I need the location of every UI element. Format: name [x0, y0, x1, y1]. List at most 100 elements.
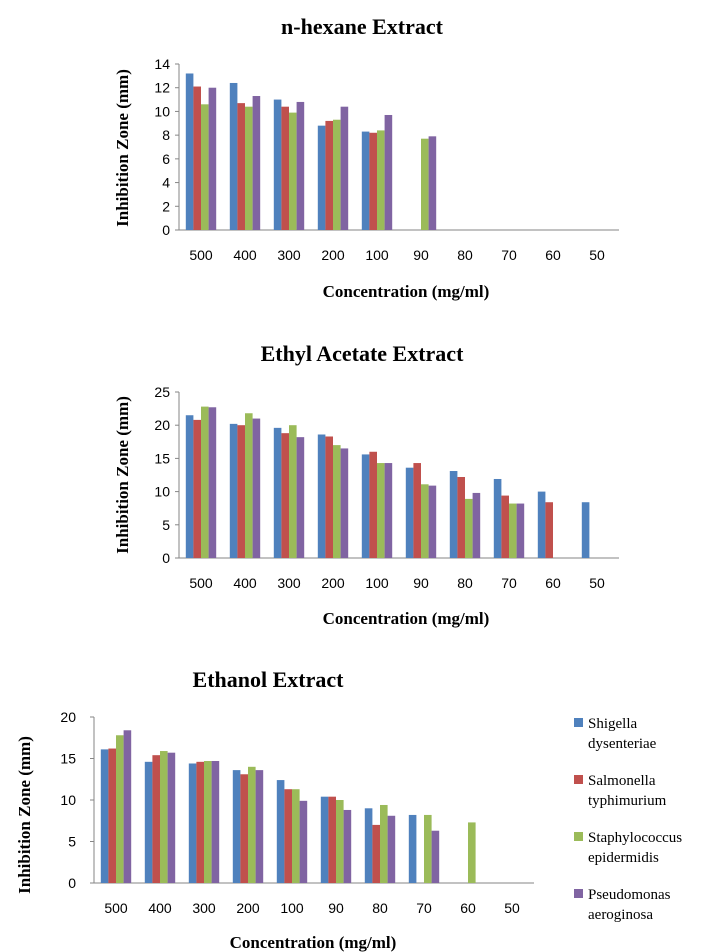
x-tick-label: 200: [321, 575, 345, 591]
x-tick-label: 500: [104, 900, 128, 916]
bar: [405, 467, 414, 558]
y-tick-label: 12: [154, 80, 170, 96]
bar: [377, 130, 385, 230]
bar: [340, 448, 349, 558]
bar: [431, 830, 440, 883]
bar: [116, 735, 124, 883]
bar: [384, 463, 393, 558]
bar: [289, 425, 297, 558]
y-axis-label: Inhibition Zone (mm): [113, 69, 132, 227]
x-tick-label: 300: [192, 900, 216, 916]
legend-swatch: [574, 832, 583, 841]
bar: [343, 809, 352, 883]
x-tick-label: 100: [365, 575, 389, 591]
x-tick-label: 70: [416, 900, 432, 916]
bar: [421, 484, 429, 558]
chart-title: Ethyl Acetate Extract: [261, 341, 464, 366]
y-tick-label: 20: [60, 709, 76, 725]
y-tick-label: 20: [154, 417, 170, 433]
chart-ethyl-acetate: Ethyl Acetate Extract Inhibition Zone (m…: [113, 341, 619, 628]
bar: [229, 82, 238, 230]
bar: [361, 454, 370, 558]
bar: [299, 800, 308, 883]
chart-title: Ethanol Extract: [193, 667, 345, 692]
bar: [100, 749, 109, 883]
bar: [276, 780, 285, 883]
bar: [237, 103, 245, 230]
bar: [336, 800, 344, 883]
chart-ethanol: Ethanol Extract Inhibition Zone (mm) Con…: [15, 667, 534, 952]
x-tick-label: 70: [501, 575, 517, 591]
legend-swatch: [574, 718, 583, 727]
bar: [292, 789, 300, 883]
y-tick-label: 5: [162, 517, 170, 533]
y-tick-label: 10: [154, 103, 170, 119]
x-tick-label: 300: [277, 575, 301, 591]
bar: [240, 774, 248, 883]
legend-label: Salmonella: [588, 773, 656, 789]
y-tick-label: 4: [162, 175, 170, 191]
bar: [273, 99, 282, 230]
bar: [581, 502, 590, 558]
legend-swatch: [574, 775, 583, 784]
bar: [428, 485, 437, 558]
bar: [328, 796, 336, 883]
bar: [380, 804, 388, 883]
y-tick-label: 0: [68, 875, 76, 891]
bar: [516, 503, 525, 558]
y-tick-label: 10: [60, 792, 76, 808]
x-tick-label: 90: [328, 900, 344, 916]
bar: [273, 427, 282, 558]
legend-label: aeroginosa: [588, 907, 653, 923]
x-tick-label: 60: [545, 575, 561, 591]
x-tick-label: 400: [148, 900, 172, 916]
y-tick-label: 6: [162, 151, 170, 167]
bar: [333, 119, 341, 230]
bar: [325, 436, 333, 558]
x-tick-label: 80: [457, 575, 473, 591]
legend-label: epidermidis: [588, 850, 659, 866]
bar: [245, 106, 253, 230]
bar: [545, 502, 553, 558]
x-tick-label: 400: [233, 575, 257, 591]
legend-label: Shigella: [588, 716, 638, 732]
x-tick-label: 500: [189, 575, 213, 591]
bar: [144, 761, 153, 883]
bar: [255, 770, 264, 883]
legend-label: Pseudomonas: [588, 887, 671, 903]
bar: [296, 101, 305, 230]
bar: [108, 748, 116, 883]
y-tick-label: 8: [162, 127, 170, 143]
bar: [208, 87, 217, 230]
legend-swatch: [574, 889, 583, 898]
bar: [364, 808, 373, 883]
bar: [281, 106, 289, 230]
bar: [413, 463, 421, 558]
bar: [152, 755, 160, 883]
x-tick-label: 80: [372, 900, 388, 916]
x-tick-label: 200: [236, 900, 260, 916]
bar: [193, 86, 201, 231]
legend-label: typhimurium: [588, 793, 667, 809]
bar: [185, 73, 194, 230]
y-tick-label: 0: [162, 550, 170, 566]
bar: [501, 495, 509, 558]
bar: [252, 96, 261, 230]
bar: [493, 478, 502, 558]
y-tick-label: 15: [154, 450, 170, 466]
bar: [245, 413, 253, 558]
chart-n-hexane: n-hexane Extract Inhibition Zone (mm) Co…: [113, 14, 619, 301]
legend: Shigella dysenteriae Salmonella typhimurium…: [574, 716, 682, 923]
bar: [384, 114, 393, 230]
y-tick-label: 10: [154, 484, 170, 500]
bar: [201, 406, 209, 558]
y-tick-label: 5: [68, 834, 76, 850]
legend-label: dysenteriae: [588, 736, 657, 752]
bar: [317, 125, 326, 230]
x-tick-label: 60: [545, 247, 561, 263]
bar: [377, 463, 385, 558]
bar: [325, 120, 333, 230]
bar: [340, 106, 349, 230]
bar: [465, 498, 473, 558]
